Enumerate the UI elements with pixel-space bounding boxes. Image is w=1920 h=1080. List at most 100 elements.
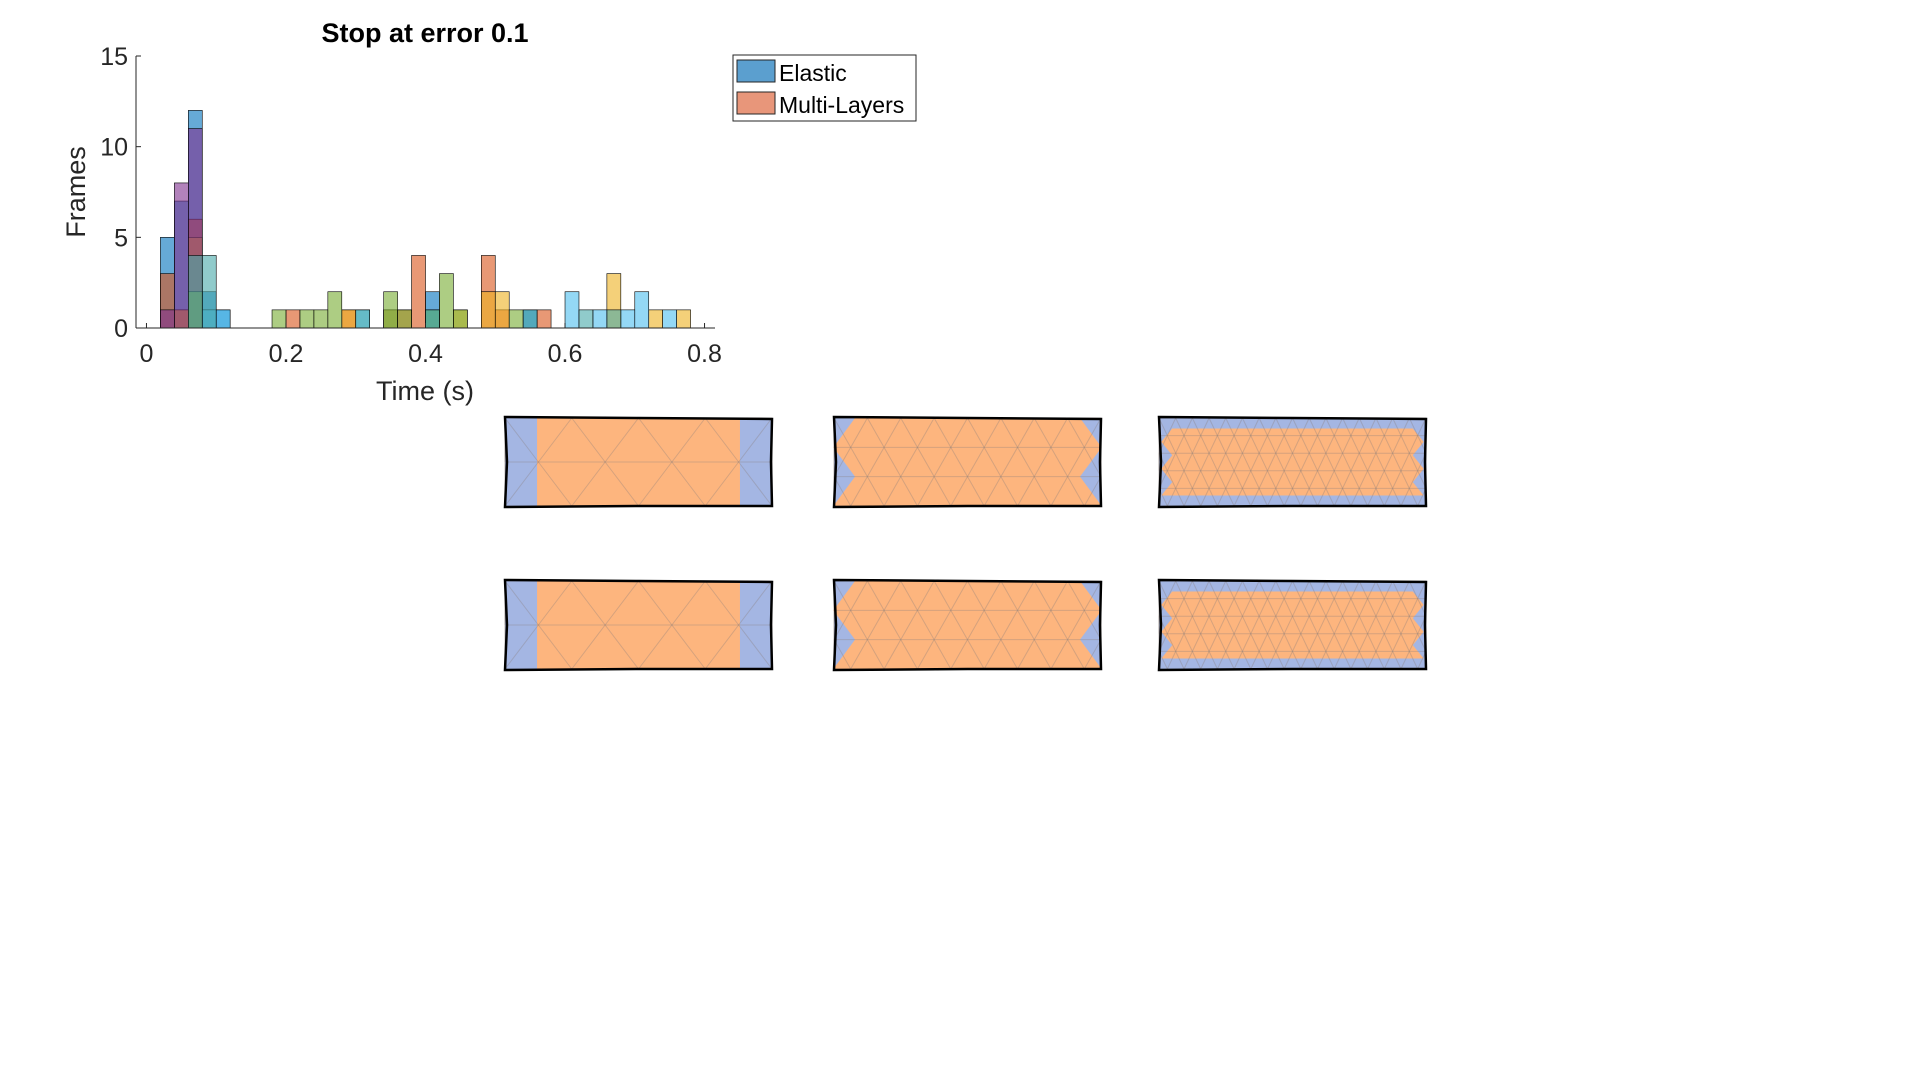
mesh-edge	[1342, 417, 1352, 436]
mesh-coarse-top-boundary	[503, 415, 774, 509]
mesh-edge	[1308, 580, 1318, 599]
histogram-bar-s3-1	[174, 182, 189, 329]
mesh-edge	[1083, 580, 1102, 611]
mesh-edge	[1258, 417, 1268, 436]
y-axis-label: Frames	[61, 146, 91, 238]
mesh-edge	[1083, 447, 1102, 477]
mesh-edge	[1400, 598, 1410, 617]
mesh-edge	[1408, 598, 1419, 617]
mesh-edge	[1200, 580, 1210, 599]
mesh-edge	[1241, 598, 1252, 617]
mesh-edge	[1400, 488, 1410, 507]
mesh-edge	[1367, 452, 1377, 472]
mesh-edge	[1067, 476, 1085, 507]
mesh-edge	[1183, 633, 1193, 652]
mesh-edge	[1250, 452, 1260, 472]
mesh-edge	[900, 476, 918, 507]
mesh-edge	[1358, 615, 1369, 635]
mesh-edge	[900, 639, 918, 670]
mesh-edge	[1317, 435, 1327, 454]
mesh-edge	[1300, 651, 1310, 670]
mesh-edge	[967, 639, 985, 670]
mesh-edge	[1317, 651, 1327, 670]
mesh-edge	[933, 639, 952, 670]
mesh-edge	[1258, 615, 1268, 635]
mesh-edge	[917, 639, 935, 670]
y-tick-label: 0	[114, 315, 128, 343]
mesh-medium-top-inner-region	[833, 418, 1102, 506]
mesh-edge	[983, 580, 1002, 611]
mesh-edge	[883, 580, 902, 611]
mesh-edge	[1083, 417, 1102, 448]
mesh-edge	[1350, 615, 1360, 635]
mesh-edge	[671, 417, 706, 463]
mesh-edge	[1292, 417, 1302, 436]
mesh-edge	[1216, 615, 1227, 635]
mesh-edge	[1050, 580, 1069, 611]
histogram-bar-s1-6	[411, 255, 426, 329]
mesh-edge	[1275, 435, 1285, 454]
mesh-edge	[917, 476, 935, 507]
mesh-edge	[1241, 580, 1252, 599]
mesh-edge	[1258, 435, 1268, 454]
legend: Elastic Multi-Layers	[732, 54, 917, 122]
histogram-bar-s1-9	[536, 309, 552, 329]
mesh-edge	[1300, 598, 1310, 617]
mesh-edge	[1258, 470, 1268, 489]
mesh-edge	[1333, 452, 1344, 472]
mesh-edge	[1166, 417, 1177, 436]
mesh-edge	[1233, 435, 1243, 454]
mesh-edge	[1275, 470, 1285, 489]
mesh-edge	[1350, 470, 1360, 489]
mesh-edge	[504, 417, 539, 463]
mesh-edge	[917, 580, 935, 611]
mesh-edge	[1166, 488, 1177, 507]
histogram-bar-s5-1	[215, 309, 231, 329]
mesh-edge	[933, 447, 952, 477]
mesh-edge	[1283, 435, 1293, 454]
mesh-edge	[1400, 615, 1410, 635]
mesh-coarse-bottom	[503, 578, 774, 672]
mesh-edge	[1308, 435, 1318, 454]
mesh-edge	[1267, 615, 1277, 635]
mesh-edge	[900, 580, 918, 611]
mesh-edge	[1208, 452, 1218, 472]
mesh-edge	[1325, 651, 1335, 670]
mesh-edge	[1258, 633, 1268, 652]
mesh-edge	[833, 476, 852, 507]
mesh-edge	[883, 447, 902, 477]
mesh-edge	[883, 417, 902, 448]
mesh-edge	[1200, 633, 1210, 652]
mesh-edge	[1392, 470, 1402, 489]
mesh-edge	[738, 580, 773, 626]
mesh-edge	[1383, 580, 1394, 599]
mesh-edge	[1250, 580, 1260, 599]
mesh-edge	[1392, 452, 1402, 472]
mesh-edge	[1175, 452, 1185, 472]
mesh-edge	[1191, 651, 1202, 670]
mesh-edge	[1375, 435, 1385, 454]
mesh-edge	[604, 461, 639, 507]
mesh-edge	[1225, 417, 1235, 436]
x-tick-label: 0.4	[408, 340, 443, 368]
mesh-edge	[1225, 633, 1235, 652]
mesh-edge	[1208, 470, 1218, 489]
mesh-edge	[1208, 488, 1218, 507]
mesh-edge	[1342, 452, 1352, 472]
mesh-edge	[1267, 452, 1277, 472]
mesh-edge	[1166, 615, 1177, 635]
mesh-edge	[1342, 470, 1352, 489]
mesh-edge	[1017, 447, 1035, 477]
histogram-bar-s2-9	[676, 309, 691, 329]
mesh-edge	[1033, 580, 1052, 611]
y-tick-label: 15	[100, 43, 128, 71]
mesh-edge	[1375, 598, 1385, 617]
mesh-edge	[1283, 651, 1293, 670]
mesh-edge	[1208, 435, 1218, 454]
mesh-edge	[1375, 488, 1385, 507]
mesh-edge	[1350, 598, 1360, 617]
mesh-edge	[850, 476, 868, 507]
mesh-edge	[967, 476, 985, 507]
mesh-edge	[1350, 452, 1360, 472]
mesh-edge	[1241, 615, 1252, 635]
